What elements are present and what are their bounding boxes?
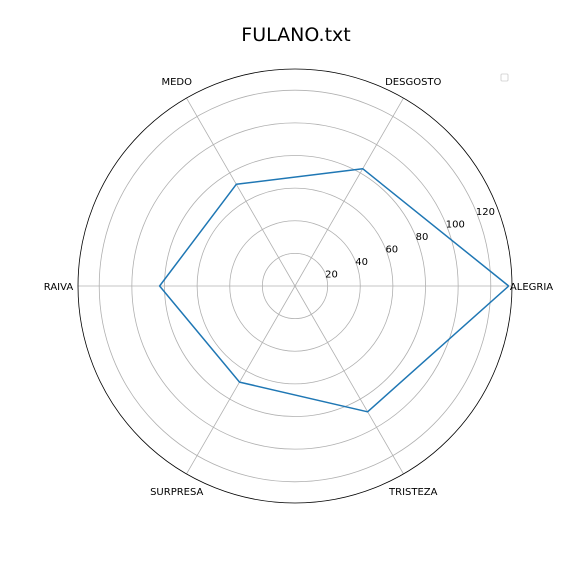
category-label-surpresa: SURPRESA bbox=[150, 487, 203, 498]
category-label-raiva: RAIVA bbox=[44, 282, 74, 293]
spoke-medo bbox=[186, 97, 296, 287]
polar-frame bbox=[77, 68, 513, 504]
radial-tick-label: 100 bbox=[446, 220, 465, 231]
series-line-0 bbox=[158, 167, 510, 413]
spoke-desgosto bbox=[294, 97, 404, 287]
chart-title: FULANO.txt bbox=[241, 24, 350, 46]
radial-tick-label: 120 bbox=[476, 207, 495, 218]
category-label-desgosto: DESGOSTO bbox=[385, 77, 441, 88]
radial-tick-labels: 20 40 60 80 100 120 bbox=[325, 207, 495, 280]
spoke-surpresa bbox=[186, 285, 296, 475]
radial-tick-label: 40 bbox=[355, 257, 368, 268]
radial-tick-label: 80 bbox=[416, 232, 429, 243]
grid-layer bbox=[77, 68, 513, 504]
category-label-medo: MEDO bbox=[161, 77, 192, 88]
legend-box bbox=[500, 73, 509, 82]
radial-tick-label: 20 bbox=[325, 270, 338, 281]
category-label-alegria: ALEGRIA bbox=[510, 282, 553, 293]
category-label-tristeza: TRISTEZA bbox=[388, 487, 438, 498]
category-labels: ALEGRIA DESGOSTO MEDO RAIVA SURPRESA TRISTEZA bbox=[44, 77, 554, 498]
radial-tick-label: 60 bbox=[385, 245, 398, 256]
spoke-tristeza bbox=[294, 285, 404, 475]
series-layer bbox=[158, 167, 510, 413]
